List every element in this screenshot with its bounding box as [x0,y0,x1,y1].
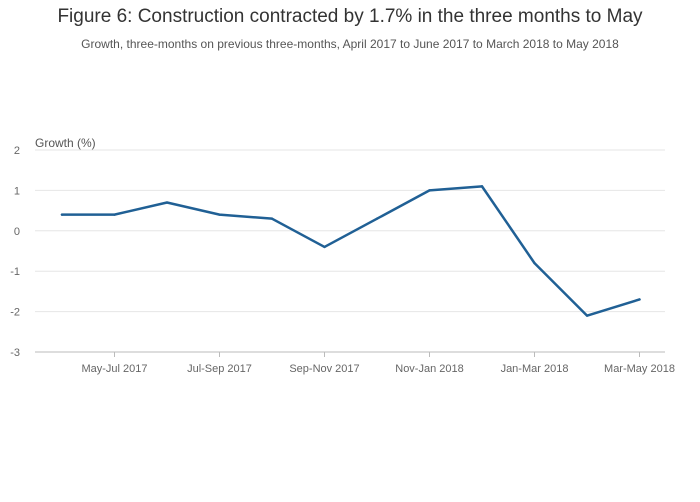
data-point [113,213,116,216]
data-point [165,201,169,204]
x-tick-label: Jan-Mar 2018 [501,363,569,375]
x-tick-label: Nov-Jan 2018 [395,363,464,375]
data-point [323,245,326,249]
gridlines [35,149,665,353]
x-tick-label: Jul-Sep 2017 [187,363,252,375]
series-line-construction [60,185,641,317]
y-tick-label: -3 [10,347,20,359]
x-tick-label: Sep-Nov 2017 [289,363,359,375]
data-point [375,217,379,220]
data-point [480,185,484,188]
y-tick-label: -2 [10,307,20,319]
x-tick-label: Mar-May 2018 [604,363,675,375]
x-tick-label: May-Jul 2017 [81,363,147,375]
y-tick-label: 2 [14,145,20,157]
data-point [638,298,641,301]
y-axis-label: Growth (%) [35,136,96,150]
x-axis: May-Jul 2017 Jul-Sep 2017 Sep-Nov 2017 Nov-… [81,352,675,375]
data-point [533,261,536,265]
y-tick-label: 0 [14,226,20,238]
y-axis-ticks: 2 1 0 -1 -2 -3 [10,145,20,359]
chart-title: Figure 6: Construction contracted by 1.7… [57,6,643,27]
data-point [428,189,431,192]
data-point [270,217,274,220]
y-tick-label: 1 [14,185,20,197]
data-point [218,213,221,216]
chart-subtitle: Growth, three-months on previous three-m… [81,37,619,51]
data-point [60,213,64,216]
y-tick-label: -1 [10,266,20,278]
data-point [585,314,589,317]
series-group [60,185,641,317]
